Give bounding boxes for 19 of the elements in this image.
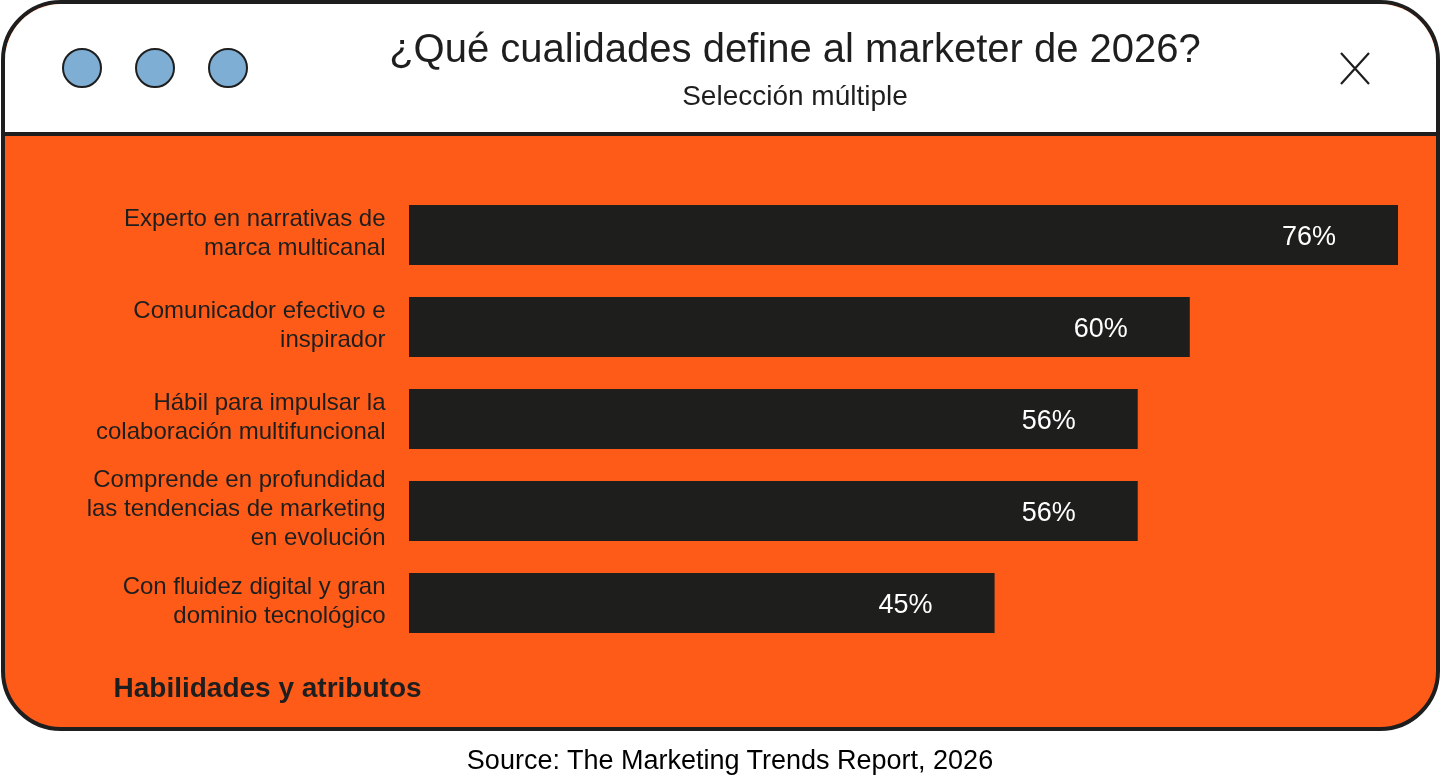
bar bbox=[409, 297, 1190, 357]
data-label: 60% bbox=[1073, 313, 1128, 343]
y-axis-title: Habilidades y atributos bbox=[113, 671, 422, 703]
data-label: 76% bbox=[1281, 221, 1336, 251]
data-label: 56% bbox=[1021, 405, 1076, 435]
y-tick-label: Hábil para impulsar la colaboración multifuncional bbox=[96, 387, 387, 444]
bar bbox=[409, 573, 995, 633]
source-note: Source: The Marketing Trends Report, 2026 bbox=[466, 745, 994, 775]
y-tick-label: Comunicador efectivo e inspirador bbox=[133, 295, 386, 352]
bar bbox=[409, 205, 1398, 265]
data-label: 45% bbox=[878, 589, 933, 619]
data-label: 56% bbox=[1021, 497, 1076, 527]
bar bbox=[409, 389, 1138, 449]
bar bbox=[409, 481, 1138, 541]
y-tick-label: Experto en narrativas de marca multicanal bbox=[124, 203, 386, 260]
chart-title: ¿Qué cualidades define al marketer de 2026? bbox=[389, 26, 1201, 70]
y-tick-label: Con fluidez digital y gran dominio tecnológico bbox=[122, 571, 386, 628]
y-tick-label: Comprende en profundidad las tendencias de marketing en evolución bbox=[86, 465, 386, 550]
chart-subtitle: Selección múltiple bbox=[682, 80, 908, 111]
